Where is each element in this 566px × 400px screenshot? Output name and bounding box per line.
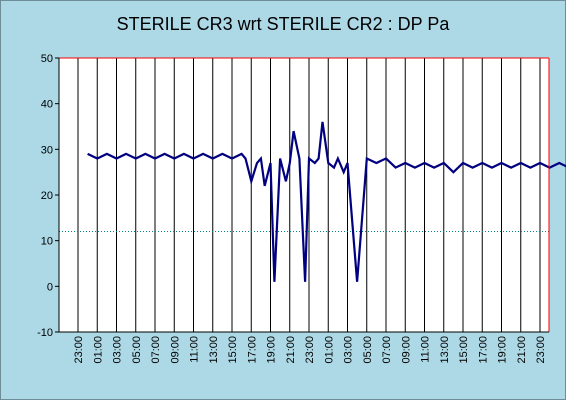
- y-tick-label: 20: [41, 190, 53, 202]
- y-tick-label: 50: [41, 53, 53, 65]
- x-tick-label: 15:00: [227, 336, 239, 364]
- x-tick-label: 11:00: [420, 336, 432, 363]
- x-tick-label: 07:00: [381, 336, 393, 364]
- vertical-grid: [77, 58, 541, 332]
- x-tick-label: 23:00: [73, 336, 85, 364]
- x-tick-label: 05:00: [131, 336, 143, 364]
- y-tick-label: -10: [37, 327, 53, 339]
- x-tick-label: 07:00: [150, 336, 162, 364]
- y-tick-label: 40: [41, 99, 53, 111]
- x-tick-label: 03:00: [112, 336, 124, 364]
- y-axis-ticks: -10 0 10 20 30 40 50: [37, 53, 59, 339]
- x-tick-label: 15:00: [458, 336, 470, 364]
- x-tick-label: 23:00: [304, 336, 316, 364]
- x-tick-label: 19:00: [266, 336, 278, 364]
- x-tick-label: 09:00: [169, 336, 181, 364]
- x-tick-label: 11:00: [189, 336, 201, 363]
- x-tick-label: 19:00: [497, 336, 509, 364]
- x-tick-label: 01:00: [92, 336, 104, 364]
- x-tick-label: 21:00: [516, 336, 528, 364]
- x-axis-ticks: 23:00 01:00 03:00 05:00 07:00 09:00 11:00 13:00…: [73, 336, 547, 364]
- x-tick-label: 23:00: [535, 336, 547, 364]
- x-tick-label: 13:00: [439, 336, 451, 364]
- y-tick-label: 30: [41, 144, 53, 156]
- x-tick-label: 09:00: [400, 336, 412, 364]
- chart-title: STERILE CR3 wrt STERILE CR2 : DP Pa: [116, 14, 450, 34]
- y-tick-label: 10: [41, 236, 53, 248]
- x-tick-label: 17:00: [477, 336, 489, 364]
- y-tick-label: 0: [47, 281, 53, 293]
- x-tick-label: 05:00: [362, 336, 374, 364]
- series-line: [87, 121, 566, 282]
- plot-area: [59, 58, 549, 332]
- x-tick-label: 03:00: [343, 336, 355, 364]
- x-tick-label: 01:00: [323, 336, 335, 364]
- x-tick-label: 17:00: [246, 336, 258, 364]
- series-group: [87, 121, 566, 282]
- x-tick-label: 21:00: [285, 336, 297, 364]
- x-tick-label: 13:00: [208, 336, 220, 364]
